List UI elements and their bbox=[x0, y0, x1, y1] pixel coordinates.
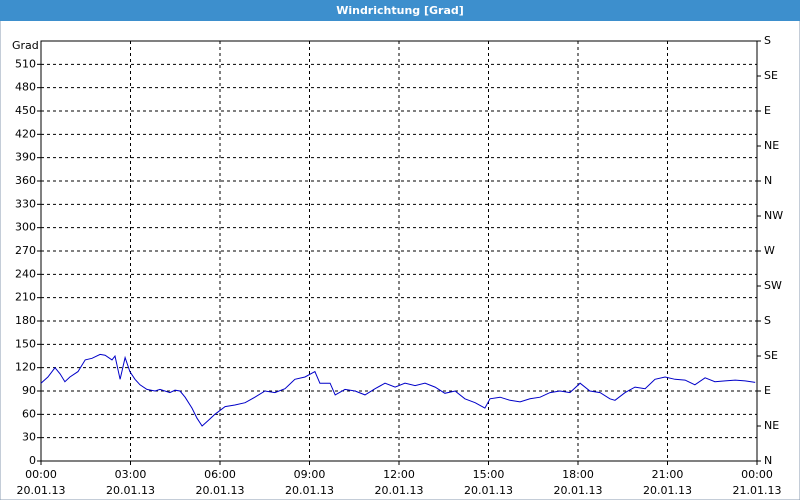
x-tick-label: 21:00 bbox=[652, 468, 684, 481]
y-tick-label: 0 bbox=[29, 454, 36, 467]
y-tick-label: 210 bbox=[15, 291, 36, 304]
y-tick-label: 120 bbox=[15, 361, 36, 374]
x-tick-date: 20.01.13 bbox=[106, 484, 155, 497]
y2-tick-label: SE bbox=[764, 69, 778, 82]
y-tick-label: 390 bbox=[15, 151, 36, 164]
y2-tick-label: NE bbox=[764, 139, 779, 152]
y2-tick-label: S bbox=[764, 314, 771, 327]
y2-tick-label: NW bbox=[764, 209, 783, 222]
x-tick-label: 09:00 bbox=[294, 468, 326, 481]
y-axis-label: Grad bbox=[12, 39, 39, 52]
y-tick-label: 90 bbox=[22, 384, 36, 397]
data-line bbox=[40, 353, 756, 427]
y2-tick-label: NE bbox=[764, 419, 779, 432]
x-tick-label: 06:00 bbox=[204, 468, 236, 481]
x-tick-date: 20.01.13 bbox=[17, 484, 66, 497]
chart-title: Windrichtung [Grad] bbox=[336, 4, 464, 17]
y-tick-label: 510 bbox=[15, 57, 36, 70]
x-tick-date: 20.01.13 bbox=[375, 484, 424, 497]
y-tick-label: 480 bbox=[15, 81, 36, 94]
x-tick-date: 20.01.13 bbox=[196, 484, 245, 497]
y-tick-label: 60 bbox=[22, 407, 36, 420]
x-tick-date: 20.01.13 bbox=[464, 484, 513, 497]
x-tick-label: 03:00 bbox=[115, 468, 147, 481]
x-tick-label: 00:00 bbox=[741, 468, 773, 481]
x-tick-label: 15:00 bbox=[473, 468, 505, 481]
y2-tick-label: E bbox=[764, 384, 771, 397]
x-tick-label: 18:00 bbox=[562, 468, 594, 481]
title-bar bbox=[0, 0, 800, 21]
y-tick-label: 330 bbox=[15, 197, 36, 210]
y-tick-label: 240 bbox=[15, 267, 36, 280]
y-tick-label: 300 bbox=[15, 221, 36, 234]
y2-tick-label: W bbox=[764, 244, 775, 257]
y2-tick-label: SE bbox=[764, 349, 778, 362]
x-tick-date: 20.01.13 bbox=[285, 484, 334, 497]
x-tick-date: 20.01.13 bbox=[554, 484, 603, 497]
y-tick-label: 30 bbox=[22, 431, 36, 444]
y2-tick-label: E bbox=[764, 104, 771, 117]
y2-tick-label: SW bbox=[764, 279, 782, 292]
y2-tick-label: N bbox=[764, 174, 772, 187]
y-tick-label: 270 bbox=[15, 244, 36, 257]
x-tick-label: 12:00 bbox=[383, 468, 415, 481]
y2-tick-label: N bbox=[764, 454, 772, 467]
x-tick-date: 20.01.13 bbox=[643, 484, 692, 497]
y2-tick-label: S bbox=[764, 34, 771, 47]
y-tick-label: 450 bbox=[15, 104, 36, 117]
y-tick-label: 360 bbox=[15, 174, 36, 187]
y-tick-label: 150 bbox=[15, 337, 36, 350]
x-tick-label: 00:00 bbox=[25, 468, 57, 481]
y-tick-label: 420 bbox=[15, 127, 36, 140]
y-tick-label: 180 bbox=[15, 314, 36, 327]
x-tick-date: 21.01.13 bbox=[733, 484, 782, 497]
